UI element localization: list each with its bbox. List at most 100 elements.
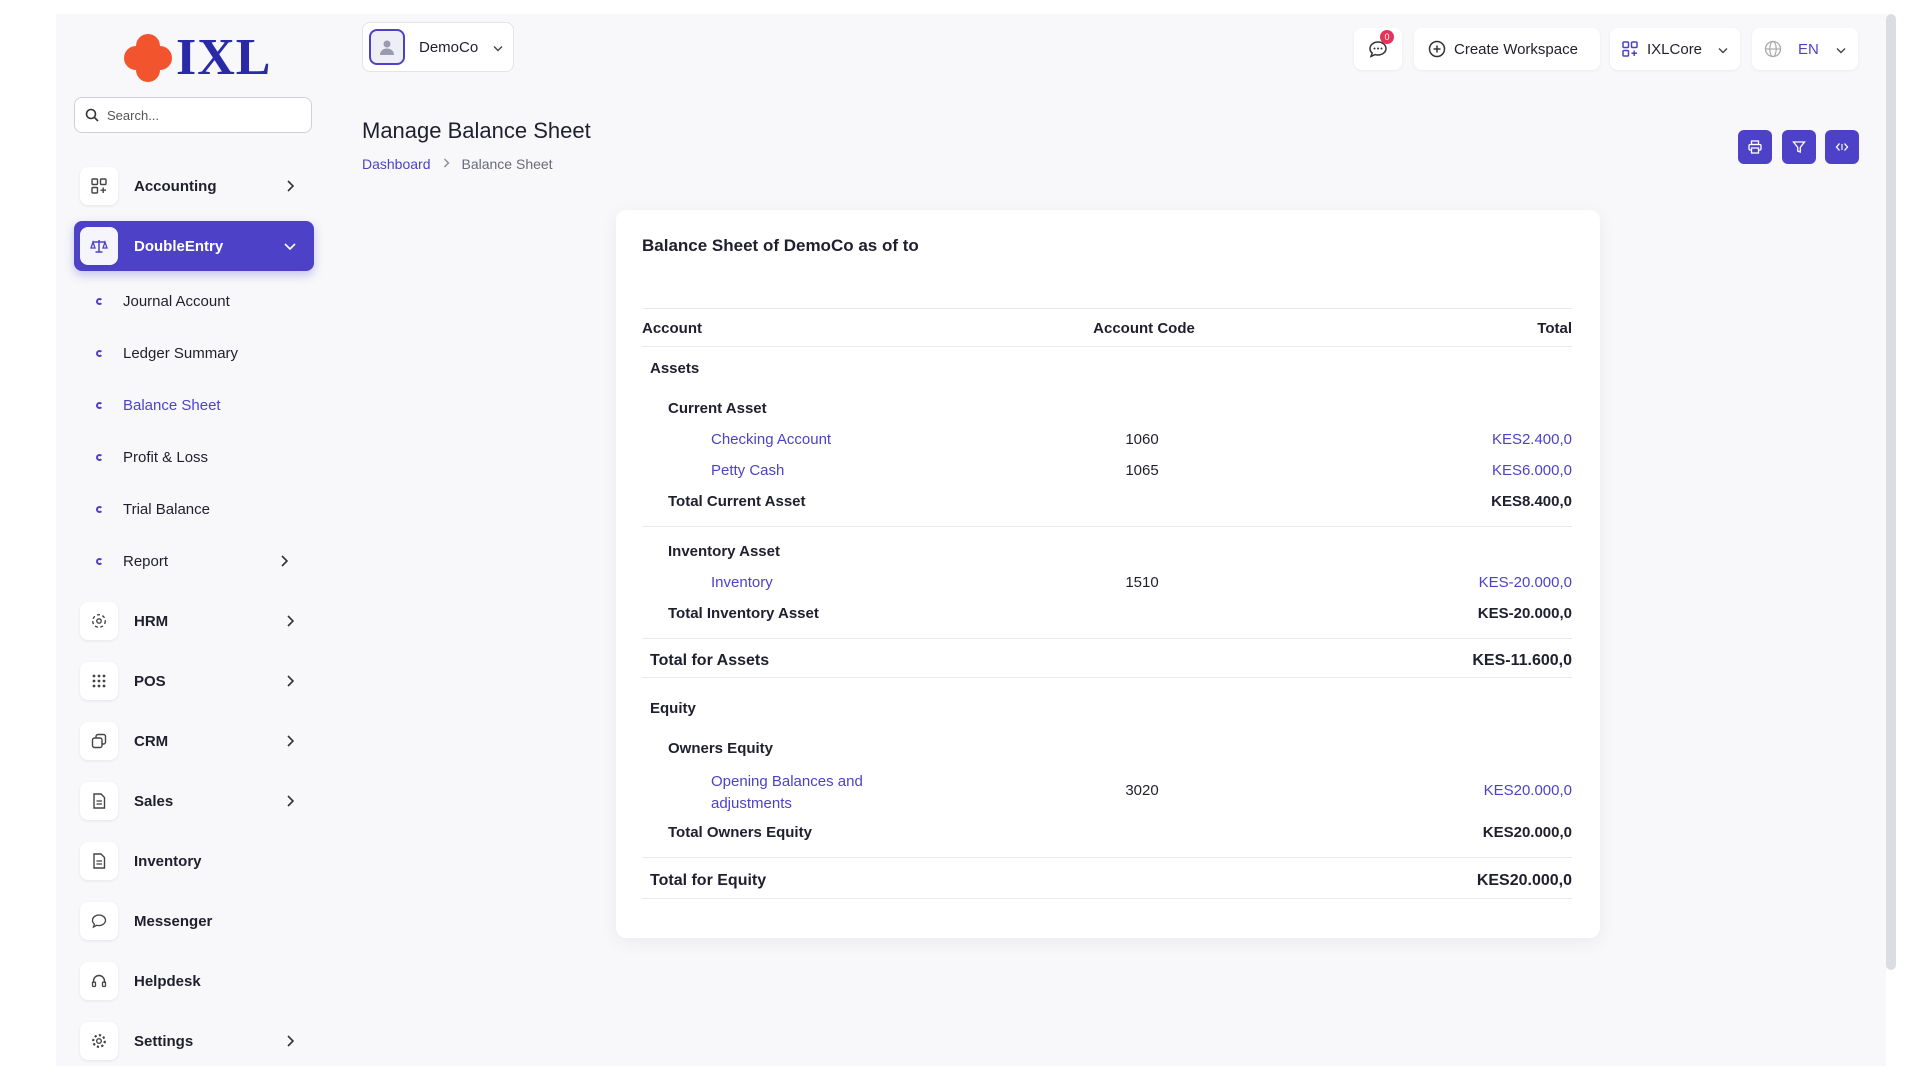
account-link-checking[interactable]: Checking Account	[711, 431, 832, 448]
sidebar-subitem-label: Journal Account	[123, 292, 230, 310]
sidebar-item-accounting[interactable]: Accounting	[74, 161, 314, 211]
workspace-switcher[interactable]: IXLCore	[1610, 28, 1740, 70]
logo[interactable]: IXL	[124, 32, 271, 84]
sidebar-item-label: Helpdesk	[134, 972, 201, 990]
sidebar-item-crm[interactable]: CRM	[74, 716, 314, 766]
sidebar-item-sales[interactable]: Sales	[74, 776, 314, 826]
chat-bubble-icon	[1369, 41, 1387, 58]
document-icon	[80, 842, 118, 880]
sidebar-subitem-journal-account[interactable]: Journal Account	[96, 286, 306, 316]
total-value: KES-11.600,0	[1472, 652, 1572, 669]
filter-icon	[1792, 141, 1806, 153]
chevron-down-icon	[1718, 41, 1728, 58]
chevron-right-icon	[280, 180, 300, 192]
table-row: Opening Balances and adjustments 3020 KE…	[642, 771, 1572, 815]
create-workspace-button[interactable]: Create Workspace	[1414, 28, 1600, 70]
sidebar-item-helpdesk[interactable]: Helpdesk	[74, 956, 314, 1006]
breadcrumb-current: Balance Sheet	[461, 156, 553, 172]
divider	[642, 898, 1572, 899]
divider	[642, 346, 1572, 347]
subtotal-value: KES20.000,0	[1482, 824, 1572, 841]
total-label: Total for Equity	[650, 872, 767, 889]
plus-circle-icon	[1428, 40, 1446, 58]
chevron-right-icon	[280, 795, 300, 807]
sidebar-subitem-label: Profit & Loss	[123, 448, 209, 466]
account-total[interactable]: KES6.000,0	[1491, 462, 1572, 479]
chevron-right-icon	[280, 675, 300, 687]
bullet-icon	[96, 349, 103, 357]
bullet-icon	[96, 297, 103, 305]
breadcrumb-dashboard-link[interactable]: Dashboard	[362, 156, 431, 172]
page-title: Manage Balance Sheet	[362, 118, 591, 143]
notifications-button[interactable]: 0	[1354, 28, 1402, 70]
document-icon	[80, 782, 118, 820]
subtotal-label: Total Inventory Asset	[668, 605, 819, 622]
sidebar-item-label: Accounting	[134, 177, 217, 195]
sidebar-item-label: POS	[134, 672, 166, 690]
sidebar-item-doubleentry[interactable]: DoubleEntry	[74, 221, 314, 271]
sidebar-subitem-label: Balance Sheet	[123, 396, 221, 414]
divider	[642, 308, 1572, 309]
column-header-account: Account	[642, 320, 702, 337]
report-title: Balance Sheet of DemoCo as of to	[642, 236, 919, 255]
company-name: DemoCo	[419, 38, 479, 56]
chevron-down-icon	[1836, 41, 1846, 58]
account-code: 1065	[1125, 462, 1159, 479]
sidebar-item-messenger[interactable]: Messenger	[74, 896, 314, 946]
account-total[interactable]: KES20.000,0	[1483, 782, 1572, 799]
chevron-down-icon	[493, 39, 503, 56]
subtotal-label: Total Current Asset	[668, 493, 806, 510]
account-total[interactable]: KES2.400,0	[1491, 431, 1572, 448]
code-icon	[1835, 143, 1849, 151]
create-workspace-label: Create Workspace	[1454, 40, 1578, 58]
column-header-code: Account Code	[1093, 320, 1195, 337]
sidebar-subitem-report[interactable]: Report	[96, 546, 306, 576]
print-button[interactable]	[1738, 130, 1772, 164]
sidebar-item-label: DoubleEntry	[134, 237, 224, 255]
account-link-inventory[interactable]: Inventory	[711, 574, 773, 591]
printer-icon	[1748, 140, 1762, 154]
headset-icon	[80, 962, 118, 1000]
sidebar-item-inventory[interactable]: Inventory	[74, 836, 314, 886]
gear-icon	[80, 1022, 118, 1060]
subtotal-label: Total Owners Equity	[668, 824, 812, 841]
company-switcher[interactable]: DemoCo	[362, 22, 514, 72]
dashboard-icon	[80, 167, 118, 205]
collapse-button[interactable]	[1825, 130, 1859, 164]
total-label: Total for Assets	[650, 652, 770, 669]
vertical-scrollbar[interactable]	[1886, 14, 1896, 970]
sidebar-item-settings[interactable]: Settings	[74, 1016, 314, 1066]
sidebar-item-hrm[interactable]: HRM	[74, 596, 314, 646]
account-total[interactable]: KES-20.000,0	[1478, 574, 1572, 591]
filter-button[interactable]	[1782, 130, 1816, 164]
bullet-icon	[96, 557, 103, 565]
sidebar-subitem-profit-loss[interactable]: Profit & Loss	[96, 442, 306, 472]
account-name-line: adjustments	[711, 795, 792, 812]
chat-bubble-icon	[80, 902, 118, 940]
avatar	[369, 29, 405, 65]
account-link-opening-balances[interactable]: Opening Balances and adjustments	[711, 771, 863, 815]
account-code: 1060	[1125, 431, 1159, 448]
sidebar-subitem-trial-balance[interactable]: Trial Balance	[96, 494, 306, 524]
account-code: 1510	[1125, 574, 1159, 591]
sidebar-item-label: Settings	[134, 1032, 194, 1050]
account-name-line: Opening Balances and	[711, 773, 863, 790]
search-box[interactable]	[74, 97, 312, 133]
sidebar-item-label: Messenger	[134, 912, 213, 930]
sidebar-item-pos[interactable]: POS	[74, 656, 314, 706]
search-input[interactable]	[107, 107, 297, 123]
account-link-petty-cash[interactable]: Petty Cash	[711, 462, 785, 479]
divider	[642, 677, 1572, 678]
language-label: EN	[1798, 40, 1819, 58]
sidebar-subitem-balance-sheet[interactable]: Balance Sheet	[96, 390, 306, 420]
language-switcher[interactable]: EN	[1752, 28, 1858, 70]
bullet-icon	[96, 401, 103, 409]
section-heading: Assets	[650, 360, 700, 377]
grid-dots-icon	[80, 662, 118, 700]
layers-icon	[80, 722, 118, 760]
sidebar-subitem-ledger-summary[interactable]: Ledger Summary	[96, 338, 306, 368]
globe-icon	[1764, 40, 1782, 58]
logo-mark-icon	[124, 34, 174, 82]
sidebar-subitem-label: Report	[123, 552, 169, 570]
sidebar-item-label: HRM	[134, 612, 169, 630]
